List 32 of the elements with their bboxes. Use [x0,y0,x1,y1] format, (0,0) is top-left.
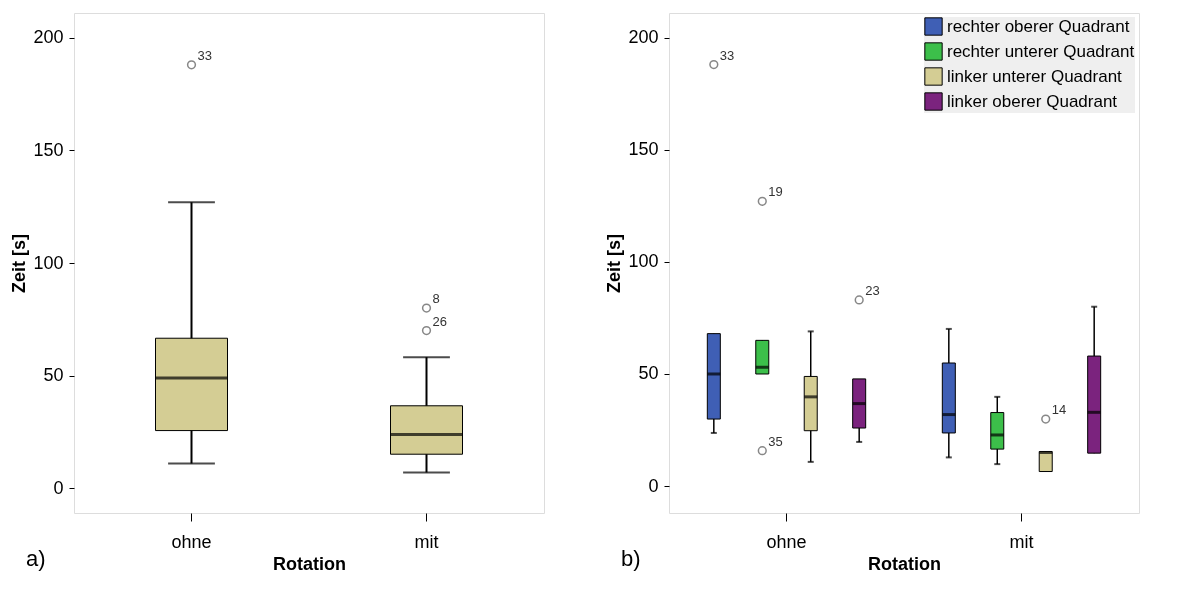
annotation: 19 [768,184,783,200]
annotation: 33 [197,47,212,63]
y-tick-label: 200 [628,27,659,48]
x-tick-label: ohne [766,531,807,552]
annotation: 33 [719,47,735,63]
y-axis-title: Zeit [s] [604,233,625,294]
legend-label: linker oberer Quadrant [947,91,1118,111]
text: b) [621,546,641,571]
y-tick-label: 150 [33,139,64,160]
annotation: 8 [432,291,440,307]
y-tick-label: 0 [648,475,659,496]
y-axis-title: Zeit [s] [9,233,30,294]
x-axis-title: Rotation [868,553,941,574]
y-tick-label: 50 [638,363,659,384]
legend-label: rechter oberer Quadrant [947,16,1130,36]
annotation: 26 [432,313,447,329]
x-tick-label: mit [414,531,439,552]
annotation: 23 [865,283,880,298]
text: a) [26,546,46,571]
x-tick-label: mit [1009,531,1034,552]
y-tick-label: 100 [33,252,64,273]
y-tick-label: 200 [33,27,64,48]
y-tick-label: 50 [43,365,64,386]
y-tick-label: 150 [628,139,659,160]
y-tick-label: 0 [53,477,64,498]
legend-label: linker unterer Quadrant [947,66,1123,86]
annotation: 35 [768,433,783,449]
x-axis-title: Rotation [273,553,346,574]
y-tick-label: 100 [628,251,659,272]
annotation: 14 [1051,402,1067,418]
legend-label: rechter unterer Quadrant [947,41,1135,61]
x-tick-label: ohne [171,531,212,552]
